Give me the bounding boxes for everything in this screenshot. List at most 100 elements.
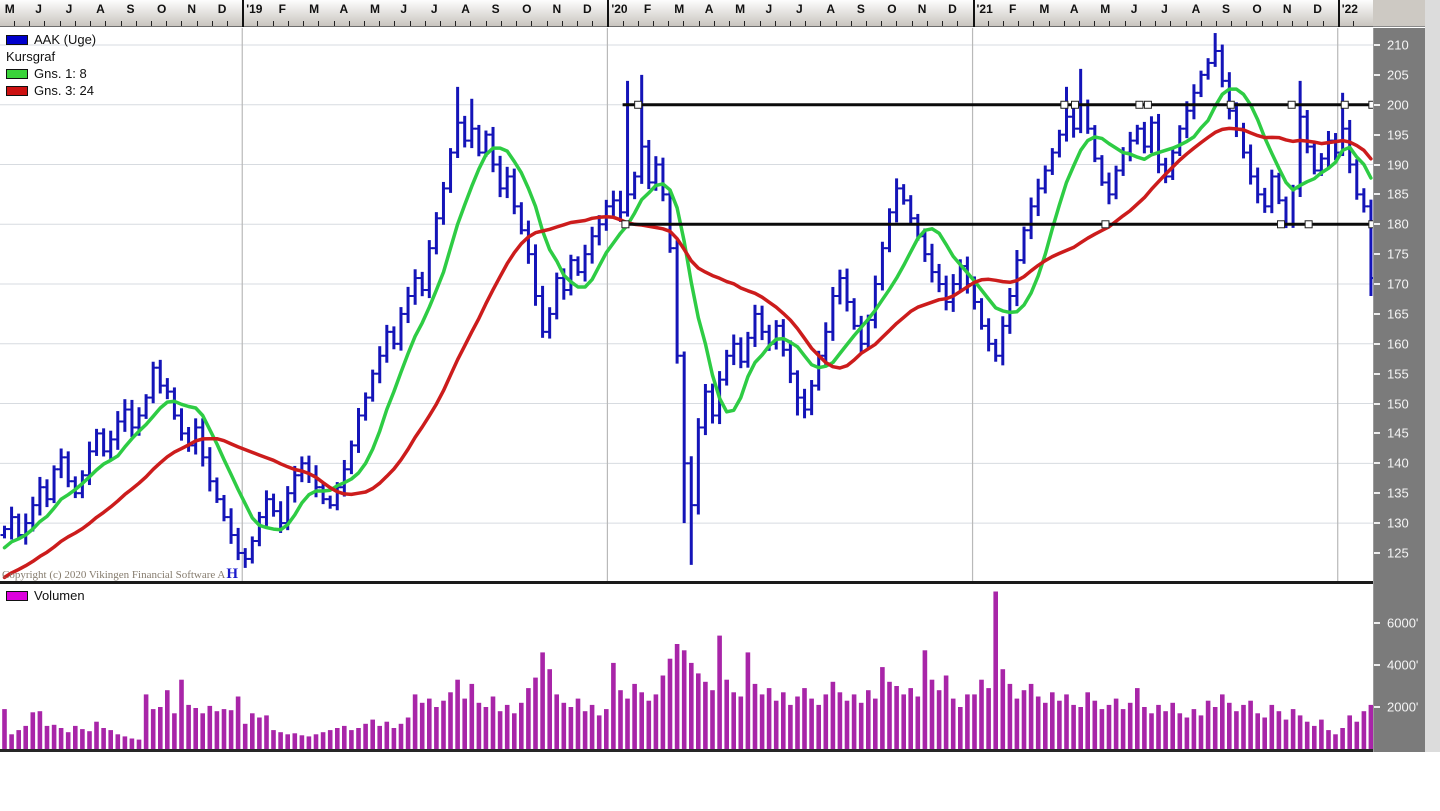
price-bar [630, 171, 639, 200]
volume-bar [1248, 700, 1253, 749]
price-bar [92, 428, 101, 456]
volume-bar [958, 707, 963, 749]
volume-bar [228, 710, 234, 749]
month-label: O [522, 2, 532, 16]
trendline-handle[interactable] [1070, 100, 1079, 109]
volume-bar [1205, 700, 1211, 749]
price-bar [531, 244, 540, 306]
month-tick [1002, 21, 1004, 26]
volume-bar [830, 681, 836, 749]
volume-bar [37, 711, 43, 749]
month-tick [881, 21, 883, 26]
price-bar [828, 286, 837, 341]
volume-bar [667, 658, 673, 749]
price-bar [1147, 116, 1156, 153]
volume-bar [1000, 669, 1006, 749]
trendline-handle[interactable] [1135, 100, 1144, 109]
volume-bar [44, 725, 50, 749]
price-bar [1366, 199, 1373, 296]
volume-chart-canvas[interactable] [0, 584, 1373, 749]
price-bar [1062, 86, 1071, 142]
price-bar [538, 285, 547, 338]
volume-bar [731, 692, 736, 749]
trendline-handle[interactable] [1287, 100, 1296, 109]
month-tick [1185, 21, 1187, 26]
trendline-handle[interactable] [621, 220, 630, 229]
trendline-handle[interactable] [1101, 220, 1110, 229]
price-axis-tick [1374, 342, 1380, 345]
volume-axis-tick [1374, 706, 1380, 708]
price-axis-label: 200 [1387, 97, 1409, 113]
trendline-handle[interactable] [1368, 220, 1373, 229]
price-bar [425, 240, 434, 299]
price-bar [899, 184, 908, 205]
mid-month-tick [470, 21, 472, 26]
ma-slow-label: Gns. 3: 24 [34, 83, 94, 98]
trendline-handle[interactable] [1143, 100, 1152, 109]
volume-bar [873, 698, 878, 749]
volume-bar [773, 700, 779, 749]
trendline-handle[interactable] [1368, 100, 1373, 109]
volume-bar [306, 736, 312, 749]
price-bar [998, 316, 1007, 366]
price-bar [42, 479, 51, 508]
price-bar [411, 269, 420, 305]
price-axis-label: 210 [1387, 37, 1409, 53]
volume-bar [1135, 688, 1140, 749]
price-chart-canvas[interactable] [0, 28, 1373, 581]
price-bar [581, 244, 590, 282]
month-label: S [491, 2, 500, 16]
volume-bar [1078, 707, 1083, 749]
trendline-handle[interactable] [634, 100, 643, 109]
volume-bar [490, 696, 496, 749]
volume-bar [781, 692, 786, 749]
volume-bar [1021, 690, 1027, 749]
volume-bar [1304, 721, 1310, 749]
trendline-handle[interactable] [1304, 220, 1313, 229]
price-chart-legend: AAK (Uge) Kursgraf Gns. 1: 8 Gns. 3: 24 [6, 31, 96, 99]
volume-bar [483, 707, 489, 749]
volume-bar [1043, 702, 1048, 749]
volume-bar [179, 679, 184, 749]
price-bar [1303, 110, 1312, 154]
price-bar [177, 408, 186, 441]
volume-bar [16, 730, 21, 749]
price-bar [234, 527, 243, 561]
price-axis-tick [1374, 103, 1380, 106]
price-bar [892, 178, 901, 223]
volume-bar [1170, 702, 1175, 749]
month-label: F [278, 2, 286, 16]
volume-bar [533, 677, 538, 749]
trendline-handle[interactable] [1277, 220, 1286, 229]
volume-bar [823, 694, 829, 749]
time-axis-ruler[interactable]: M J J A S O N D '19 F M A M J J A S O N D '20 F M A M J J A S O N D '21 F… [0, 0, 1373, 27]
price-bar [850, 298, 859, 330]
price-bar [1034, 178, 1043, 217]
volume-bar [1106, 704, 1112, 749]
trendline-handle[interactable] [1226, 100, 1235, 109]
volume-bar [292, 733, 298, 749]
volume-bar [398, 723, 404, 749]
volume-bar [1085, 692, 1090, 749]
volume-bar [356, 728, 361, 749]
trendline-handle[interactable] [1060, 100, 1069, 109]
volume-bar [462, 698, 467, 749]
price-axis-tick [1374, 193, 1380, 196]
volume-bar [2, 709, 7, 749]
month-tick [455, 21, 457, 26]
price-bar [772, 320, 781, 350]
price-bar [354, 407, 363, 453]
volume-bar [625, 698, 630, 749]
price-bar [1204, 58, 1213, 80]
volume-bar [986, 688, 991, 749]
price-bar [927, 243, 936, 283]
price-bar [163, 378, 172, 400]
volume-bar [809, 698, 814, 749]
volume-bar [1050, 692, 1055, 749]
price-bar [453, 86, 462, 159]
volume-bar [1347, 715, 1352, 749]
volume-bar [200, 713, 205, 749]
volume-bar [257, 717, 262, 749]
trendline-handle[interactable] [1340, 100, 1349, 109]
volume-bar [1333, 734, 1338, 749]
